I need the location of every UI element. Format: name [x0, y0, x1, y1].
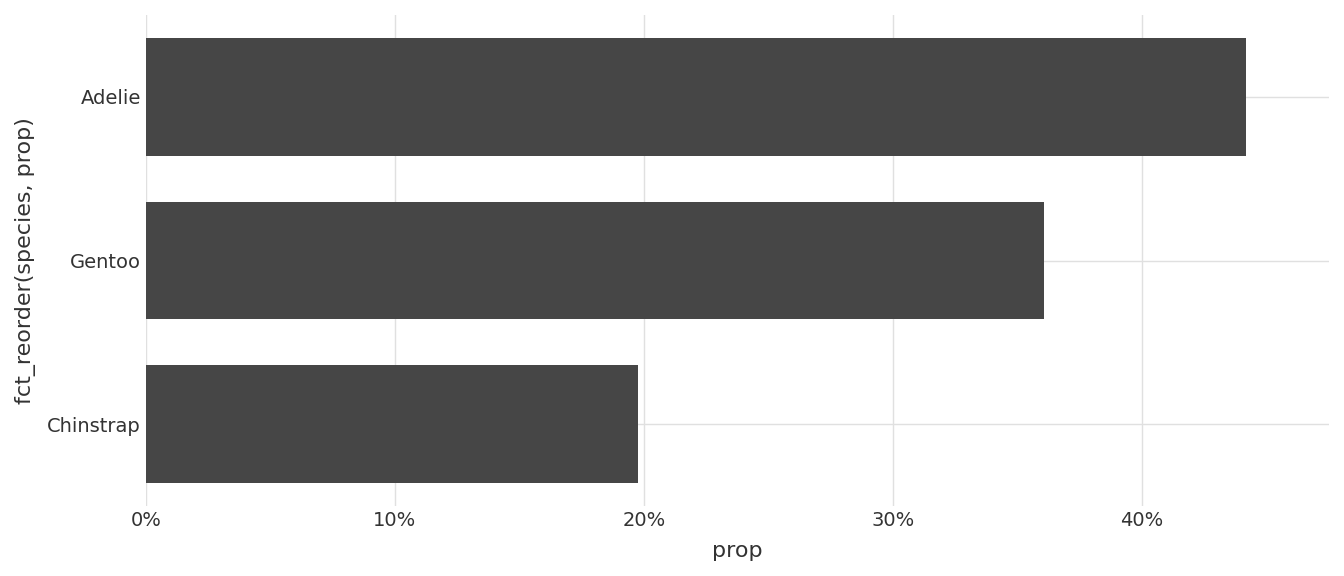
- Bar: [145, 38, 1246, 156]
- Bar: [145, 202, 1044, 320]
- X-axis label: prop: prop: [712, 541, 762, 561]
- Y-axis label: fct_reorder(species, prop): fct_reorder(species, prop): [15, 117, 36, 404]
- Bar: [145, 365, 638, 483]
